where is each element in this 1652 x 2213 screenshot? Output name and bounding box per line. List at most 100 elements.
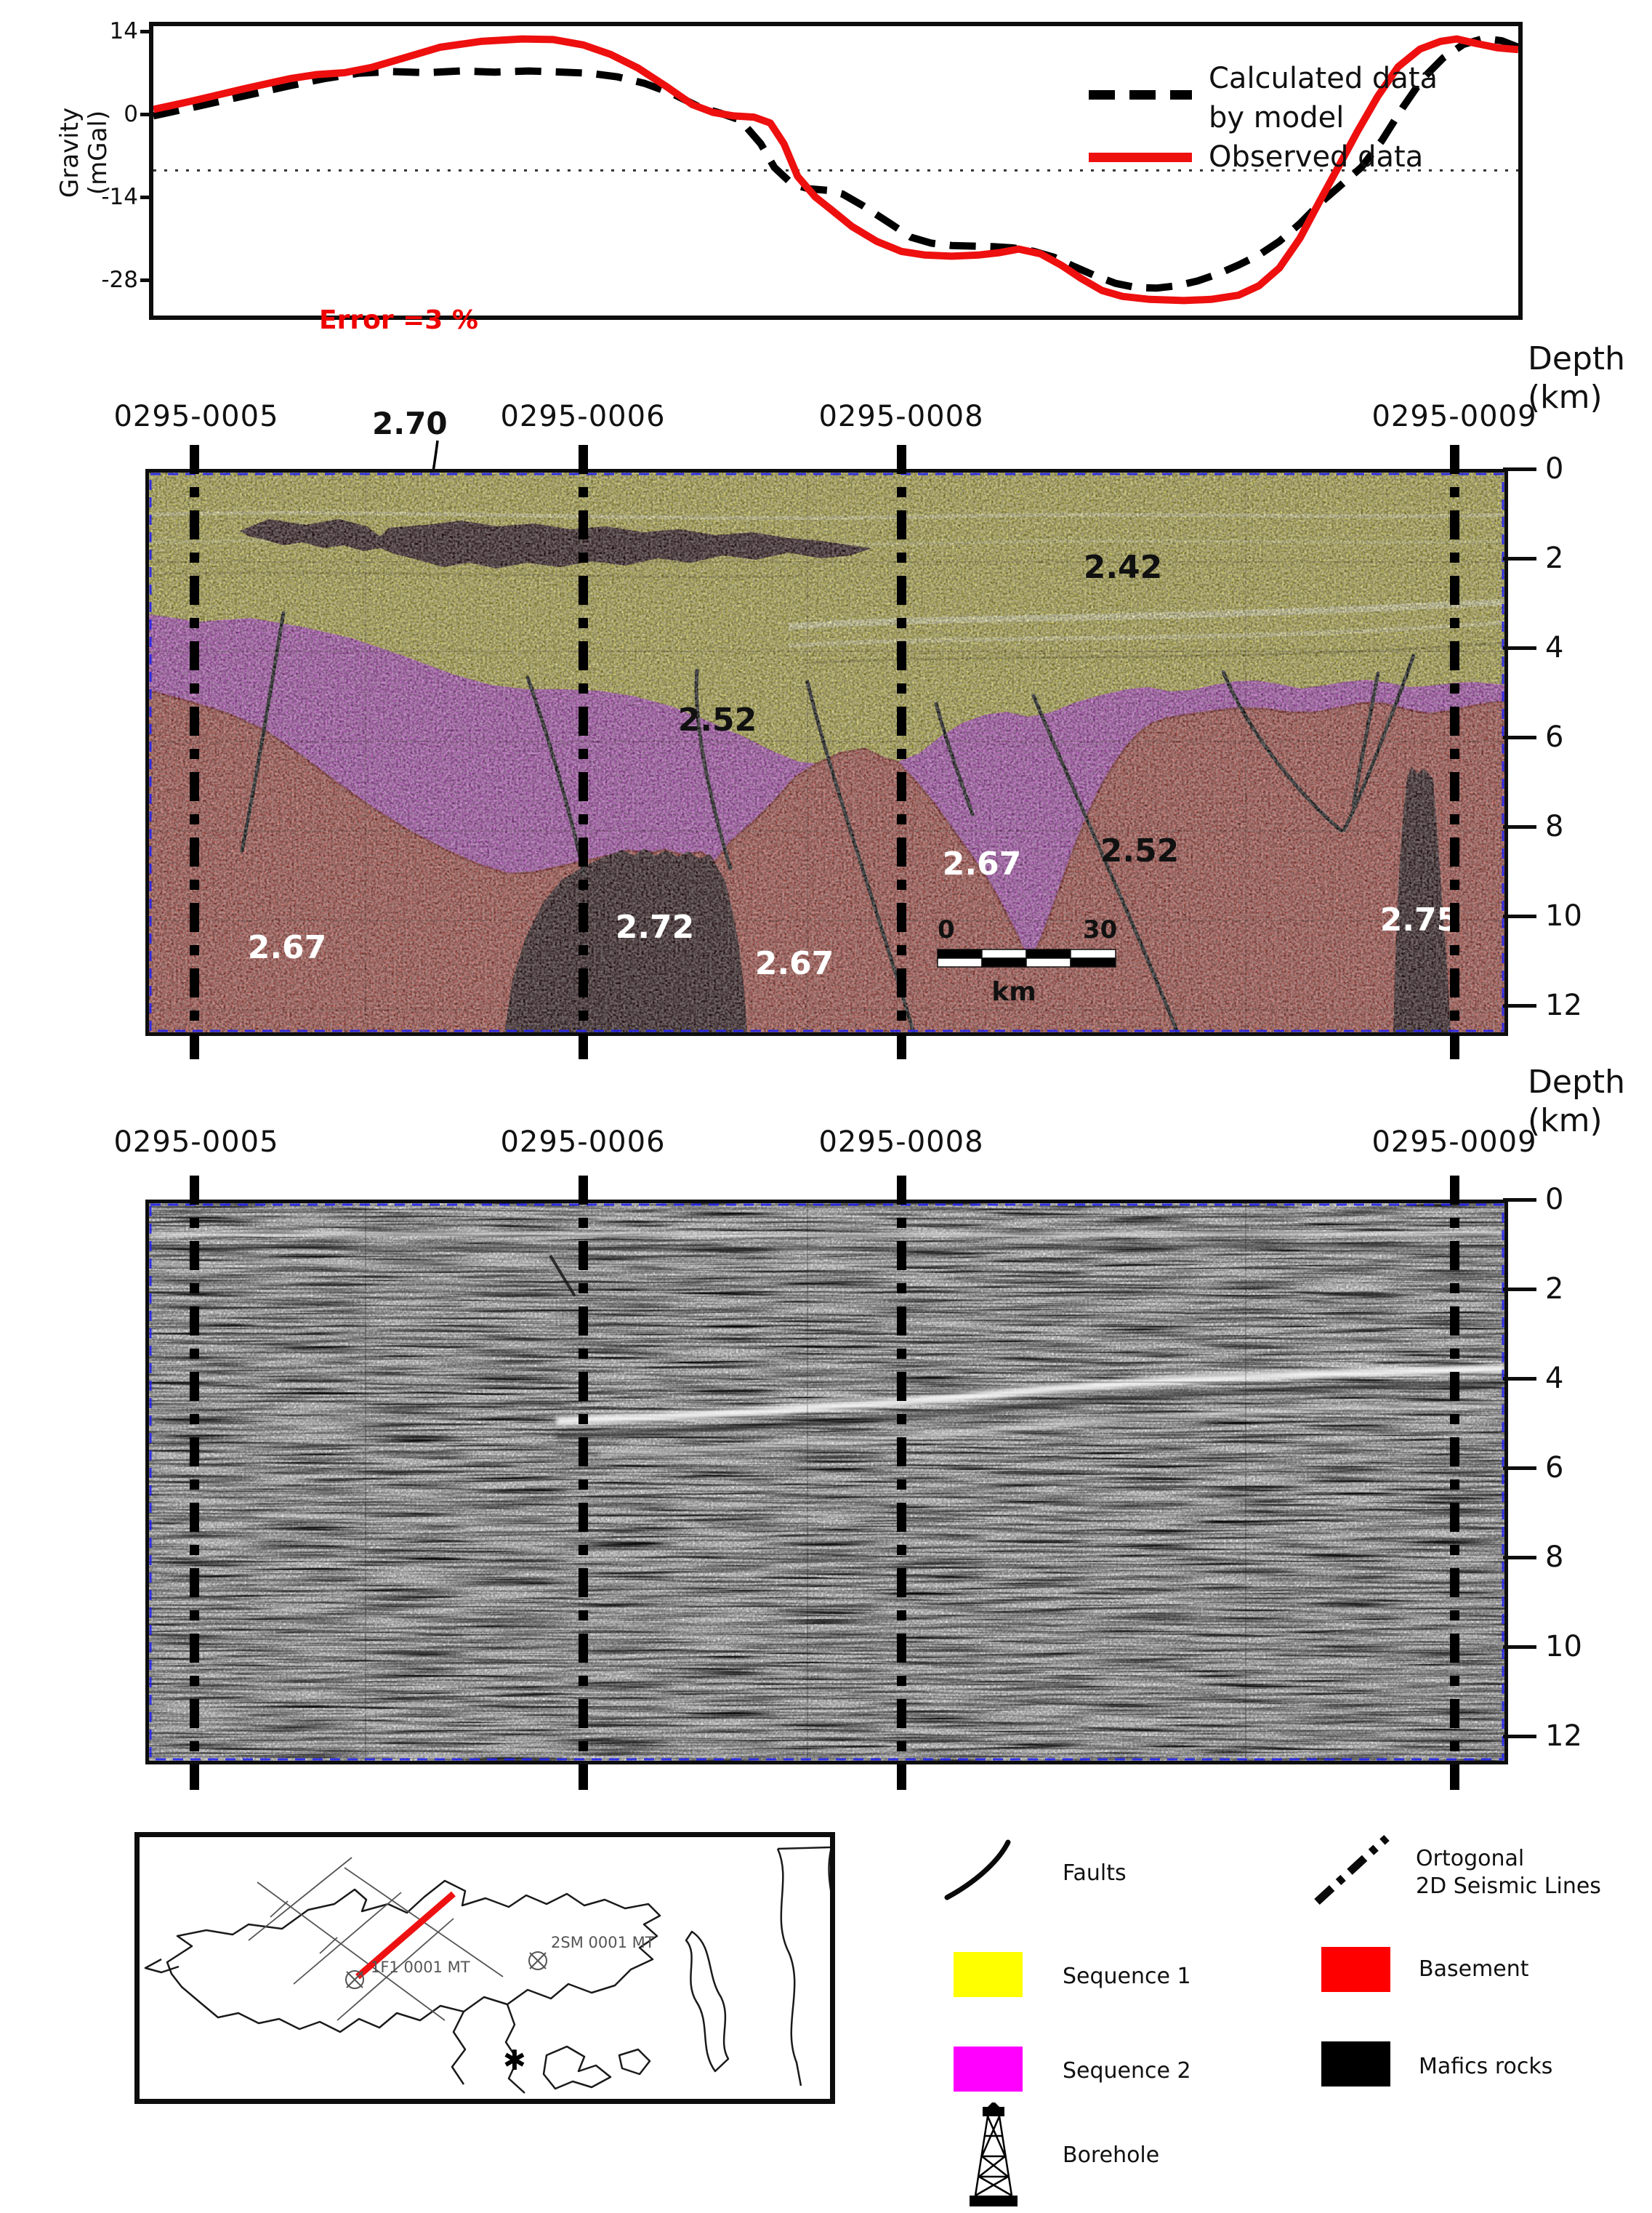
basement-swatch — [1321, 1947, 1390, 1992]
density-plug: 2.75 — [1380, 901, 1459, 939]
legend-seq2-label: Sequence 2 — [1063, 2058, 1191, 2084]
observed-curve — [152, 35, 1519, 305]
legend-dashed-sample — [1089, 90, 1192, 100]
depth-tick-label: 2 — [1545, 542, 1564, 575]
well-label-1: 1F1 0001 MT — [371, 1959, 470, 1976]
legend-observed-label: Observed data — [1209, 140, 1424, 174]
legend-red-sample — [1089, 153, 1192, 162]
depth-tick-label: 10 — [1545, 899, 1582, 933]
km-word: (km) — [1528, 378, 1603, 416]
seismic-reflectors — [148, 1230, 1505, 1529]
ytick-mark — [140, 196, 153, 199]
legend-borehole-label: Borehole — [1063, 2142, 1160, 2168]
line-label2-0295-0009: 0295-0009 — [1371, 1125, 1537, 1159]
depth-tick — [1503, 467, 1536, 471]
depth-tick — [1503, 1004, 1536, 1008]
blue-dashed-border — [149, 473, 1504, 1032]
depth-axis-title-2: Depth (km) — [1528, 1064, 1625, 1141]
km-word: (km) — [1528, 1101, 1603, 1139]
texture-light — [149, 473, 1504, 1032]
depth-tick — [1503, 646, 1536, 650]
legend-ortho-line2: 2D Seismic Lines — [1416, 1873, 1601, 1899]
density-labels: 2.42 2.52 2.52 2.67 2.67 2.67 2.72 2.75 — [248, 549, 1459, 982]
line-label2-0295-0006: 0295-0006 — [500, 1125, 666, 1159]
density-basement-right: 2.67 — [943, 846, 1022, 883]
depth-tick — [1503, 1735, 1536, 1738]
line-label-0295-0009: 0295-0009 — [1371, 400, 1537, 433]
depth-tick-label: 8 — [1545, 1541, 1564, 1574]
legend-ortho-line1: Ortogonal — [1416, 1846, 1525, 1871]
depth-tick-label: 0 — [1545, 1183, 1564, 1216]
borehole-symbol-2 — [528, 1951, 547, 1970]
error-annotation: Error =3 % — [319, 305, 478, 335]
seismic-section-svg — [148, 1203, 1505, 1761]
ytick-m28: -28 — [101, 267, 138, 293]
depth-tick — [1503, 557, 1536, 561]
legend-seq1-label: Sequence 1 — [1063, 1964, 1191, 1989]
depth-tick-label: 4 — [1545, 631, 1564, 664]
scale-unit: km — [991, 977, 1036, 1007]
depth-tick-label: 10 — [1545, 1630, 1582, 1663]
legend-mafics-label: Mafics rocks — [1419, 2054, 1553, 2079]
ytick-14: 14 — [109, 18, 138, 44]
line-label-0295-0008: 0295-0008 — [818, 400, 984, 433]
depth-tick — [1503, 1466, 1536, 1470]
borehole-symbol-1 — [345, 1970, 364, 1989]
depth-tick — [1503, 736, 1536, 739]
depth-tick-label: 12 — [1545, 989, 1582, 1022]
density-seq2-left: 2.52 — [678, 702, 757, 739]
depth-tick — [1503, 915, 1536, 918]
seismic-line-marker2-0005 — [190, 1176, 199, 1790]
calculated-curve — [152, 34, 1520, 292]
blue-dashed-border-2 — [149, 1203, 1504, 1761]
seismic-line-marker2-0009 — [1450, 1176, 1459, 1790]
depth-tick — [1503, 1198, 1536, 1202]
depth-tick — [1503, 1288, 1536, 1291]
line-label2-0295-0008: 0295-0008 — [818, 1125, 984, 1159]
line-label-0295-0005: 0295-0005 — [113, 400, 279, 433]
seismic-line-marker2-0006 — [579, 1176, 588, 1790]
interpreted-section-svg: 0 30 km 2.42 2.52 2.52 2.67 2.67 2.67 2.… — [148, 473, 1505, 1049]
legend-calculated-label-2: by model — [1209, 101, 1345, 134]
density-sill-label: 2.70 — [372, 406, 448, 441]
seismic-line-marker-0006 — [579, 445, 588, 1059]
fault-symbol — [944, 1839, 1011, 1900]
density-stock: 2.72 — [616, 909, 695, 946]
ytick-mark — [140, 113, 153, 116]
scale-bar: 0 30 km — [937, 915, 1117, 1007]
map-star: ✱ — [503, 2044, 526, 2076]
depth-word: Depth — [1528, 340, 1626, 377]
coastlines — [144, 1846, 914, 2094]
gravity-chart: Calculated data by model Observed data E… — [149, 22, 1523, 335]
ytick-m14: -14 — [101, 184, 138, 210]
gravity-plot — [152, 34, 1520, 305]
ortho-seismic-symbol — [1314, 1834, 1390, 1905]
legend-faults-label: Faults — [1063, 1860, 1127, 1886]
section2-grid — [149, 1203, 1504, 1761]
interpreted-section: 0 30 km 2.42 2.52 2.52 2.67 2.67 2.67 2.… — [145, 469, 1508, 1049]
legend-ortho-label: Ortogonal 2D Seismic Lines — [1416, 1845, 1601, 1900]
scale-end: 30 — [1083, 915, 1117, 944]
location-map: 1F1 0001 MT 2SM 0001 MT ✱ — [134, 1832, 914, 2104]
well-label-2: 2SM 0001 MT — [551, 1934, 655, 1951]
line-label-0295-0006: 0295-0006 — [500, 400, 666, 433]
seismic-line-marker-0009 — [1450, 445, 1459, 1059]
depth-tick — [1503, 1556, 1536, 1559]
ytick-0: 0 — [124, 101, 138, 127]
density-seq1: 2.42 — [1084, 549, 1163, 586]
depth-tick-label: 6 — [1545, 1451, 1564, 1485]
seismic-section — [145, 1200, 1508, 1764]
density-basement-left: 2.67 — [248, 929, 327, 966]
depth-tick — [1503, 1645, 1536, 1649]
legend-calculated-label-1: Calculated data — [1209, 62, 1438, 95]
depth-tick — [1503, 1377, 1536, 1381]
sequence1-swatch — [954, 1952, 1023, 1997]
seismic-line-marker2-0008 — [897, 1176, 906, 1790]
seismic-line-marker-0008 — [897, 445, 906, 1059]
location-map-svg: 1F1 0001 MT 2SM 0001 MT ✱ — [144, 1846, 914, 2094]
legend-basement-label: Basement — [1419, 1956, 1529, 1982]
borehole-derrick-icon — [970, 2102, 1018, 2206]
depth-axis-title-1: Depth (km) — [1528, 340, 1625, 417]
scale-start: 0 — [938, 915, 955, 944]
